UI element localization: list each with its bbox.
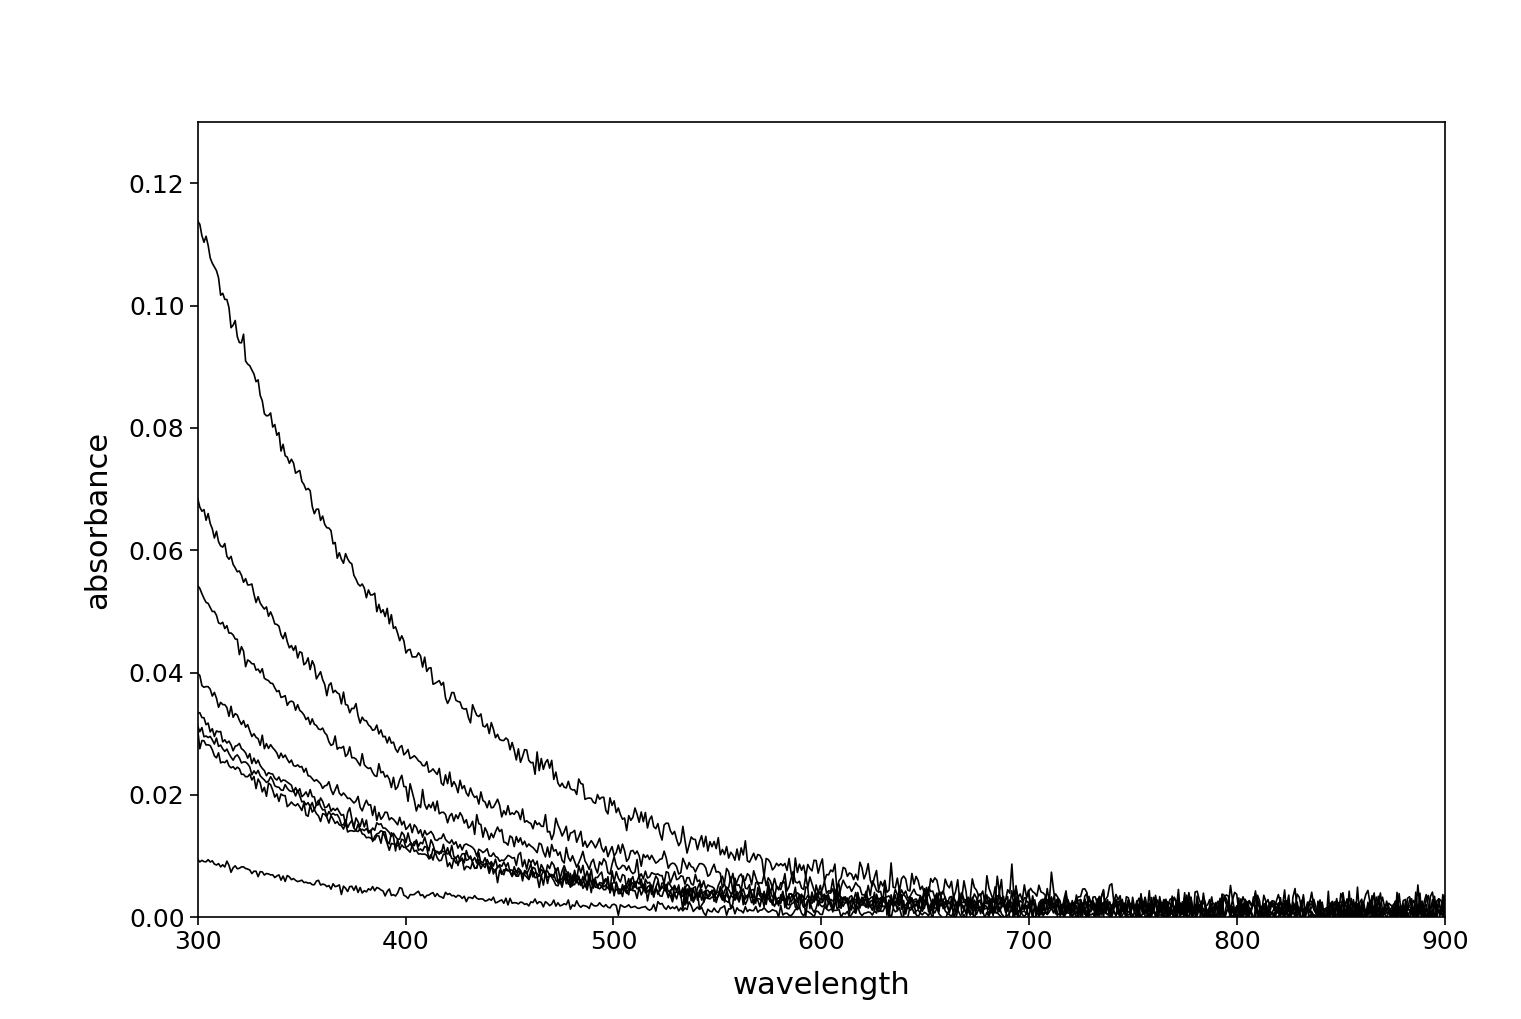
- X-axis label: wavelength: wavelength: [733, 971, 910, 1000]
- Y-axis label: absorbance: absorbance: [84, 431, 113, 608]
